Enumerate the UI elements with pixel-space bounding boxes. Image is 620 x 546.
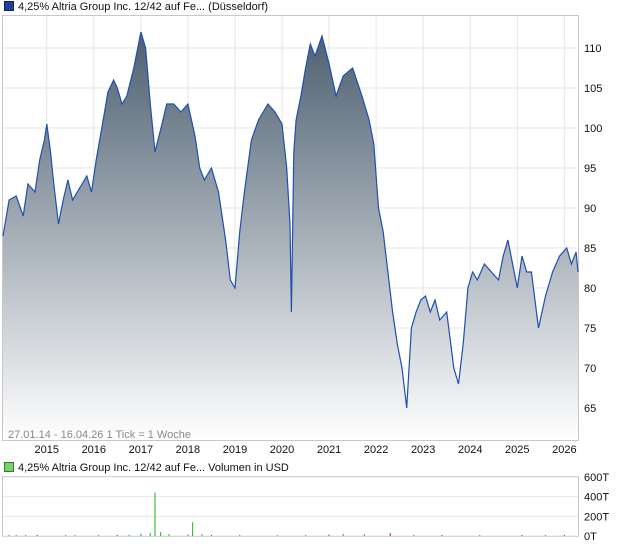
volume-bar xyxy=(154,492,156,536)
volume-bar xyxy=(305,535,307,536)
price-x-tick-label: 2017 xyxy=(129,444,153,456)
volume-bar xyxy=(97,535,100,536)
volume-bar xyxy=(160,532,162,536)
volume-bar xyxy=(187,534,189,536)
price-x-tick-label: 2020 xyxy=(270,444,294,456)
price-x-ticks: 2015 2016 2017 2018 2019 2020 2021 2022 2023 2024… xyxy=(35,444,577,456)
price-x-tick-label: 2016 xyxy=(82,444,106,456)
volume-grid xyxy=(3,476,578,537)
price-x-tick-label: 2022 xyxy=(364,444,388,456)
price-y-tick-label: 75 xyxy=(584,323,596,335)
price-y-ticks: 65 70 75 80 85 90 95 100 105 110 xyxy=(584,43,602,415)
volume-bar xyxy=(276,535,278,536)
price-x-tick-label: 2023 xyxy=(411,444,435,456)
volume-bar xyxy=(201,534,203,536)
volume-bar xyxy=(328,534,330,536)
volume-bar xyxy=(192,522,194,536)
volume-bar xyxy=(210,535,212,536)
volume-bar xyxy=(239,534,241,536)
price-x-tick-label: 2021 xyxy=(317,444,341,456)
price-legend-label: 4,25% Altria Group Inc. 12/42 auf Fe... … xyxy=(18,1,269,13)
price-line xyxy=(2,31,579,409)
volume-bar xyxy=(441,535,443,536)
price-x-tick-label: 2025 xyxy=(505,444,529,456)
price-plot-frame xyxy=(2,15,579,441)
volume-bar xyxy=(563,535,565,536)
price-y-tick-label: 95 xyxy=(584,163,596,175)
volume-bar xyxy=(479,535,481,536)
price-legend: 4,25% Altria Group Inc. 12/42 auf Fe... … xyxy=(4,1,268,13)
price-x-tick-label: 2019 xyxy=(223,444,247,456)
price-legend-swatch-icon xyxy=(4,1,14,11)
price-y-tick-label: 90 xyxy=(584,203,596,215)
volume-bar xyxy=(8,535,10,536)
volume-plot-frame xyxy=(2,476,579,537)
volume-bar xyxy=(149,533,151,536)
price-y-tick-label: 85 xyxy=(584,243,596,255)
volume-bar xyxy=(25,535,27,536)
price-y-tick-label: 80 xyxy=(584,283,596,295)
volume-bar xyxy=(116,535,118,536)
volume-bar xyxy=(521,535,523,536)
volume-bar xyxy=(413,534,415,536)
price-x-tick-label: 2024 xyxy=(458,444,482,456)
volume-legend-swatch-icon xyxy=(4,462,14,472)
price-area xyxy=(3,32,578,440)
volume-bar xyxy=(74,535,76,536)
volume-bar xyxy=(389,533,391,536)
volume-y-tick-label: 0T xyxy=(584,531,597,543)
volume-bar xyxy=(36,535,38,536)
price-x-tick-label: 2015 xyxy=(35,444,59,456)
price-x-tick-label: 2026 xyxy=(552,444,576,456)
volume-bar xyxy=(342,533,344,536)
price-y-tick-label: 110 xyxy=(584,43,602,55)
price-x-tick-label: 2018 xyxy=(176,444,200,456)
price-y-tick-label: 105 xyxy=(584,83,602,95)
volume-y-tick-label: 400T xyxy=(584,492,609,504)
volume-bar xyxy=(65,535,67,536)
volume-bar xyxy=(544,535,547,536)
price-y-tick-label: 70 xyxy=(584,363,596,375)
volume-bar xyxy=(363,534,365,536)
volume-y-ticks: 0T 200T 400T 600T xyxy=(584,472,609,543)
date-range-info: 27.01.14 - 16.04.26 1 Tick = 1 Woche xyxy=(8,429,191,441)
volume-y-tick-label: 600T xyxy=(584,472,609,484)
volume-bar xyxy=(168,534,170,536)
volume-bar xyxy=(128,534,130,536)
volume-y-tick-label: 200T xyxy=(584,511,609,523)
volume-bars xyxy=(8,492,565,536)
volume-legend: 4,25% Altria Group Inc. 12/42 auf Fe... … xyxy=(4,462,289,474)
price-y-tick-label: 100 xyxy=(584,123,602,135)
volume-bar xyxy=(15,535,17,536)
price-y-tick-label: 65 xyxy=(584,403,596,415)
volume-legend-label: 4,25% Altria Group Inc. 12/42 auf Fe... … xyxy=(18,462,289,474)
volume-bar xyxy=(140,533,142,536)
